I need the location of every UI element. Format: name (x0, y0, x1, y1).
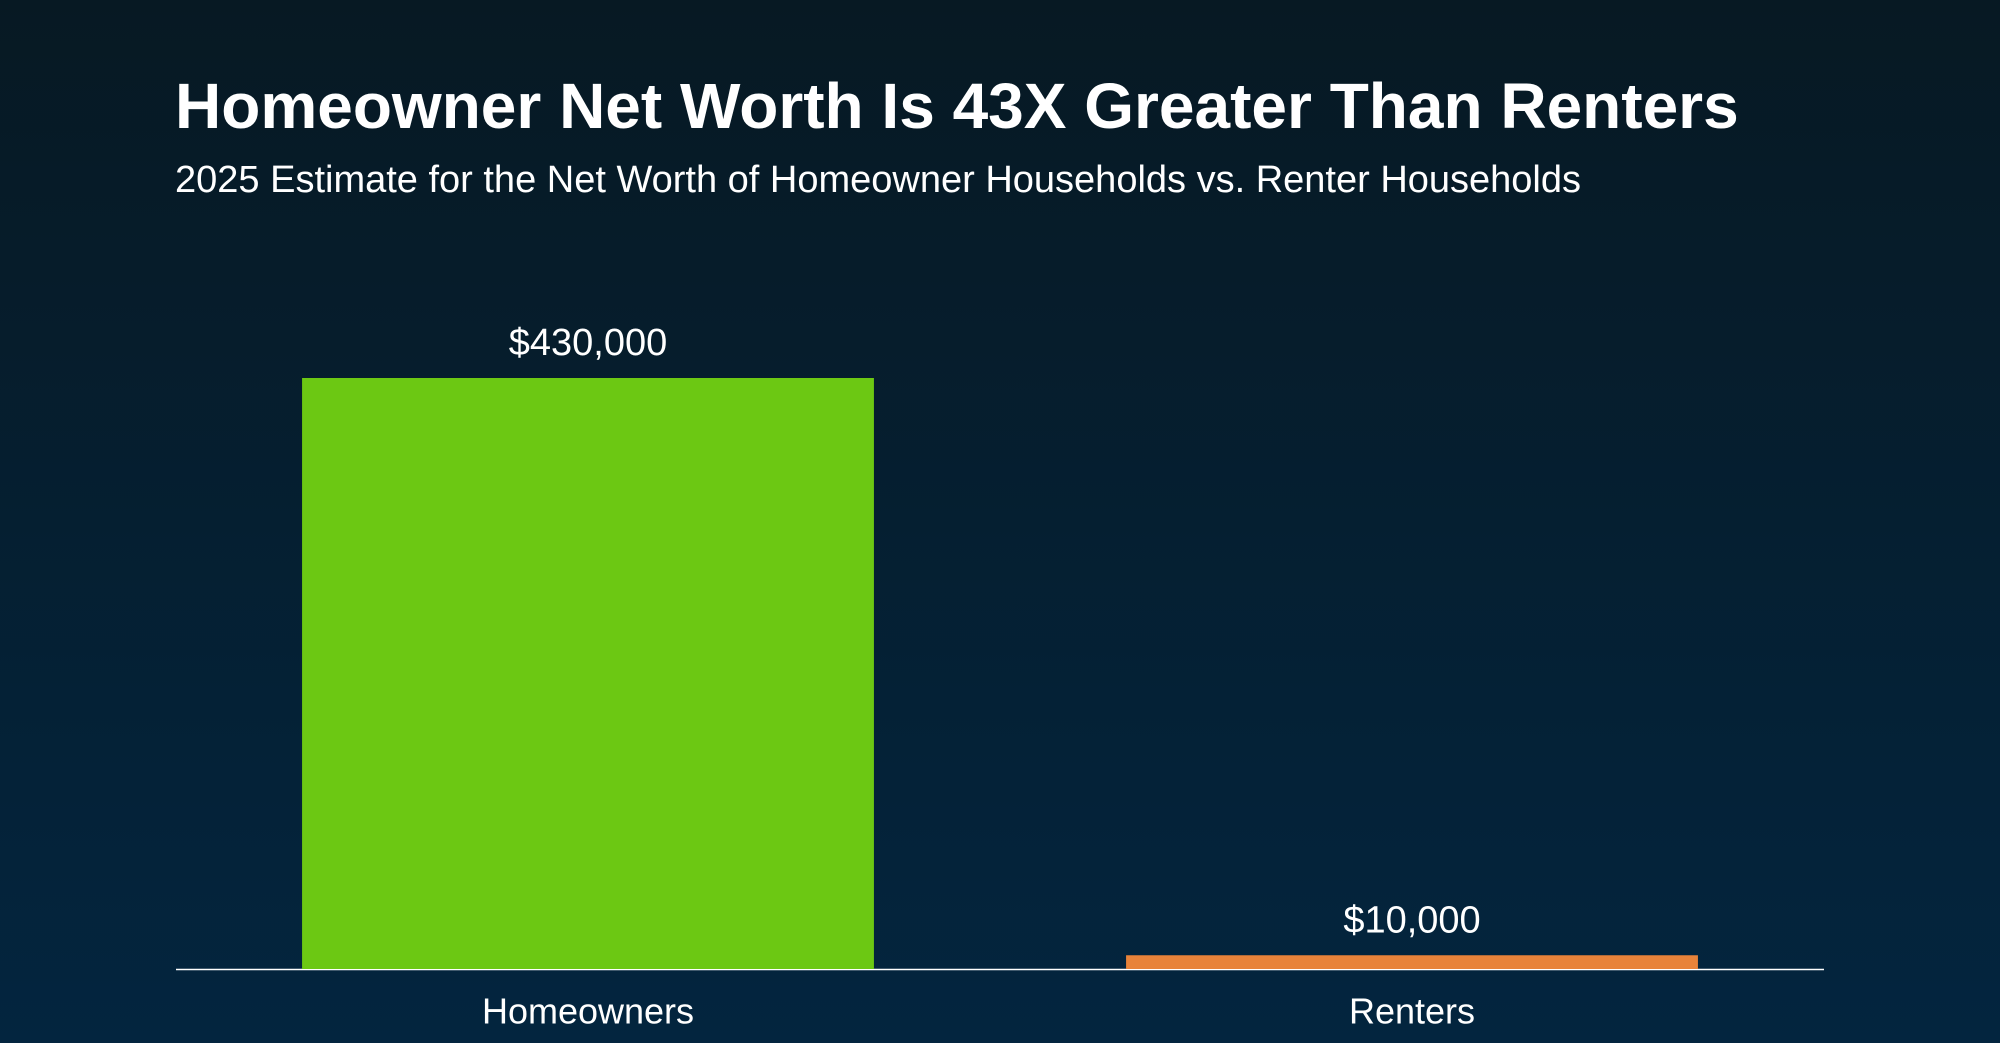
x-tick-label: Homeowners (482, 991, 694, 1032)
value-label: $10,000 (1343, 899, 1480, 941)
value-label: $430,000 (509, 322, 668, 364)
chart-title: Homeowner Net Worth Is 43X Greater Than … (175, 70, 1739, 142)
bar (1126, 955, 1698, 969)
bar (302, 378, 874, 969)
x-tick-label: Renters (1349, 991, 1475, 1032)
chart-subtitle: 2025 Estimate for the Net Worth of Homeo… (175, 159, 1581, 201)
